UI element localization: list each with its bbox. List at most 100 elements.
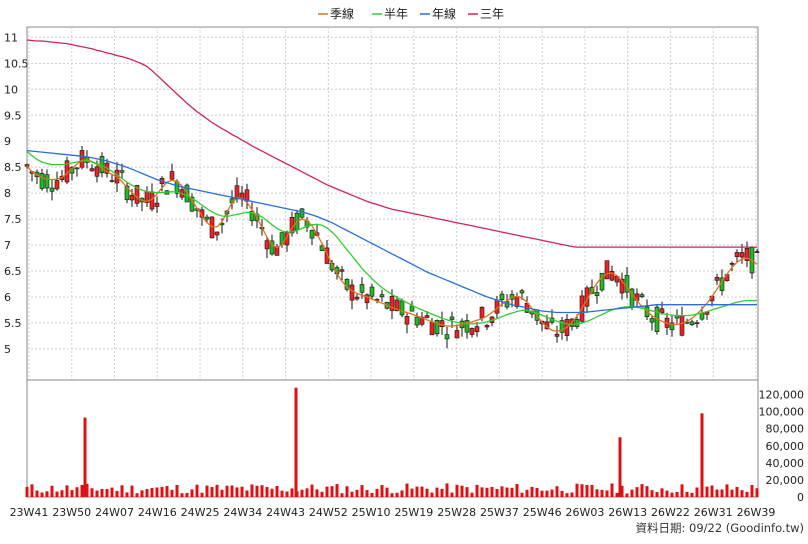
candle-body (124, 185, 130, 201)
volume-bar (435, 487, 439, 497)
volume-bar (235, 487, 239, 497)
volume-bar (130, 485, 134, 497)
candle (454, 324, 460, 339)
volume-bar (315, 489, 319, 497)
candle-body (474, 326, 480, 333)
candle-body (729, 263, 735, 265)
volume-bar (175, 485, 179, 497)
volume-bar (275, 485, 279, 497)
candle (49, 179, 55, 201)
price-tick-label: 10 (4, 83, 18, 96)
volume-bar (680, 484, 684, 497)
volume-bar (545, 490, 549, 497)
volume-bar (60, 490, 64, 497)
candle (244, 183, 250, 210)
candle-body (74, 167, 80, 170)
candle-body (244, 189, 250, 202)
volume-bar (475, 484, 479, 497)
volume-bar (85, 483, 89, 497)
volume-bar (585, 484, 589, 497)
volume-bar (670, 492, 674, 497)
volume-bar (605, 490, 609, 497)
volume-bar (645, 486, 649, 497)
candle (734, 249, 740, 263)
candle-body (44, 174, 50, 189)
ma-line-1 (26, 159, 758, 332)
candle (169, 163, 175, 181)
volume-bar (55, 491, 59, 497)
candle-body (354, 296, 360, 300)
candle (44, 169, 50, 193)
volume-bar (340, 493, 344, 497)
candle (639, 292, 645, 299)
candle-body (54, 180, 60, 190)
volume-bar (45, 491, 49, 497)
price-tick-label: 10.5 (4, 57, 29, 70)
volume-bar (425, 488, 429, 497)
volume-bar (535, 488, 539, 497)
volume-bar (730, 489, 734, 497)
candle (469, 327, 475, 338)
candle-body (609, 271, 615, 281)
volume-bar (650, 490, 654, 497)
volume-bar (615, 492, 619, 497)
volume-bar (100, 488, 104, 497)
candle (439, 311, 445, 335)
volume-bar (30, 484, 34, 497)
chart-legend: 季線 半年 年線 三年 (318, 6, 504, 21)
volume-bar (660, 488, 664, 497)
data-date-footer: 資料日期: 09/22 (Goodinfo.tw) (635, 521, 804, 535)
volume-axis-labels: 120,000 100,000 80,000 60,000 40,000 20,000 0 (759, 389, 805, 504)
candle (754, 249, 760, 253)
legend-item-1: 季線 (318, 6, 354, 21)
candle-body (249, 210, 255, 222)
volume-bar (430, 492, 434, 497)
candle (64, 156, 70, 185)
price-axis-labels: 11 10.5 10 9.5 9 8.5 8 7.5 7 6.5 6 5.5 5 (4, 31, 29, 355)
volume-bar (220, 489, 224, 497)
legend-label: 半年 (384, 7, 408, 21)
volume-bar (150, 488, 154, 497)
volume-bar (575, 483, 579, 497)
candle-body (559, 320, 565, 333)
x-tick-label: 26W39 (737, 506, 776, 519)
volume-bar (355, 489, 359, 497)
volume-bar (80, 484, 84, 497)
volume-bar (745, 491, 749, 497)
candle-body (399, 300, 405, 316)
candle-body (119, 170, 125, 173)
volume-bar (140, 490, 144, 497)
volume-bar (665, 490, 669, 497)
volume-bar-peak (83, 417, 87, 497)
candle-body (234, 185, 240, 200)
volume-bar (405, 483, 409, 497)
candle-body (359, 284, 365, 293)
volume-bar (495, 488, 499, 497)
volume-bar (265, 487, 269, 497)
candle (124, 182, 130, 204)
volume-bar (170, 489, 174, 497)
volume-bar (160, 486, 164, 497)
candle (619, 272, 625, 300)
candle-body (469, 328, 475, 335)
volume-bar (230, 485, 234, 497)
candle-body (109, 180, 115, 182)
volume-bar (110, 487, 114, 497)
candle (354, 294, 360, 301)
volume-bar (375, 488, 379, 497)
candle-body (479, 306, 485, 319)
candle (464, 314, 470, 339)
volume-bar (270, 488, 274, 497)
volume-tick-label: 80,000 (766, 423, 805, 436)
volume-bar (560, 490, 564, 497)
candle-body (649, 318, 655, 323)
volume-bar (480, 487, 484, 497)
candle (689, 319, 695, 327)
volume-bar-peak (700, 413, 704, 497)
volume-bar (470, 492, 474, 497)
volume-bar (390, 493, 394, 497)
candle-body (439, 320, 445, 328)
volume-bar (240, 486, 244, 497)
volume-bar (570, 492, 574, 497)
